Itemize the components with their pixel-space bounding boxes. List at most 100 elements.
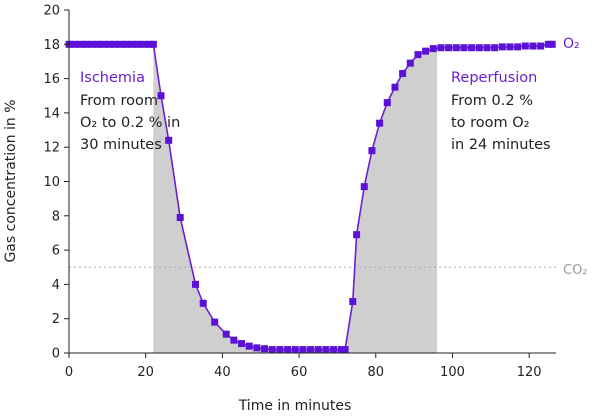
ischemia-title: Ischemia [80, 70, 145, 86]
o2-data-point [414, 51, 422, 59]
o2-data-point [222, 330, 230, 338]
o2-data-point [330, 346, 338, 354]
o2-data-point [406, 59, 414, 67]
o2-data-point [261, 345, 269, 353]
o2-data-point [514, 43, 522, 51]
y-tick-label: 0 [52, 347, 60, 362]
o2-data-point [391, 83, 399, 91]
o2-data-point [105, 40, 113, 48]
y-tick-label: 12 [43, 141, 60, 156]
x-tick-label: 0 [65, 365, 73, 380]
o2-data-point [140, 40, 148, 48]
o2-data-point [314, 346, 322, 354]
o2-data-point [376, 119, 384, 127]
o2-data-point [165, 136, 173, 144]
o2-data-point [483, 44, 491, 52]
o2-data-point [475, 44, 483, 52]
reperfusion-line-2: to room O₂ [451, 115, 530, 131]
o2-data-point [276, 346, 284, 354]
o2-data-point [299, 346, 307, 354]
o2-data-point [322, 346, 330, 354]
o2-data-point [284, 346, 292, 354]
y-tick-label: 8 [52, 209, 60, 224]
y-tick-label: 18 [43, 38, 60, 53]
o2-data-point [211, 318, 219, 326]
x-tick-label: 40 [214, 365, 231, 380]
x-tick-label: 20 [137, 365, 154, 380]
o2-data-point [77, 40, 85, 48]
o2-data-point [548, 40, 556, 48]
o2-data-point [349, 298, 357, 306]
o2-data-point [199, 299, 207, 307]
o2-data-point [111, 40, 119, 48]
o2-data-point [452, 44, 460, 52]
o2-data-point [468, 44, 476, 52]
o2-data-point [230, 336, 238, 344]
y-tick-label: 4 [52, 278, 60, 293]
o2-data-point [360, 183, 368, 191]
series-label-o2: O₂ [563, 36, 580, 52]
y-tick-label: 2 [52, 312, 60, 327]
axes: 0 2 4 6 8 10 12 14 16 18 20 0 20 40 60 80 100 120 [43, 4, 556, 380]
y-tick-label: 10 [43, 175, 60, 190]
x-tick-label: 80 [367, 365, 384, 380]
o2-data-point [253, 344, 261, 352]
o2-data-point [498, 43, 506, 51]
o2-data-point [245, 342, 253, 350]
x-tick-label: 120 [517, 365, 542, 380]
o2-data-point [123, 40, 131, 48]
o2-data-point [82, 40, 90, 48]
o2-data-point [429, 45, 437, 53]
y-tick-label: 14 [43, 106, 60, 121]
y-tick-label: 20 [43, 4, 60, 19]
o2-data-point [238, 340, 246, 348]
o2-data-point [341, 346, 349, 354]
x-tick-label: 100 [440, 365, 465, 380]
o2-data-point [353, 231, 361, 239]
o2-data-point [437, 44, 445, 52]
o2-data-point [307, 346, 315, 354]
o2-data-point [94, 40, 102, 48]
o2-data-point [544, 40, 552, 48]
o2-data-point [71, 40, 79, 48]
o2-data-point [383, 99, 391, 107]
series-line-layer [69, 43, 553, 351]
o2-data-point [268, 346, 276, 354]
o2-data-point [117, 40, 125, 48]
ischemia-line-3: 30 minutes [80, 137, 162, 153]
series-marker-layer [65, 40, 556, 354]
x-tick-label: 60 [291, 365, 308, 380]
o2-data-point [537, 42, 545, 50]
reperfusion-line-3: in 24 minutes [451, 137, 551, 153]
shaded-region-layer [153, 44, 438, 354]
ischemia-line-2: O₂ to 0.2 % in [80, 115, 180, 131]
o2-data-point [422, 47, 430, 55]
o2-data-point [134, 40, 142, 48]
o2-data-point [88, 40, 96, 48]
x-axis-label: Time in minutes [238, 398, 352, 414]
reperfusion-annotation: Reperfusion From 0.2 % to room O₂ in 24 … [451, 70, 551, 153]
o2-data-point [445, 44, 453, 52]
o2-data-point [149, 40, 157, 48]
reference-label-co2: CO₂ [563, 263, 588, 278]
reperfusion-title: Reperfusion [451, 70, 537, 86]
o2-data-point [460, 44, 468, 52]
o2-data-point [337, 346, 345, 354]
shaded-area [153, 44, 438, 354]
o2-data-point [521, 42, 529, 50]
o2-data-point [399, 69, 407, 77]
y-axis-label: Gas concentration in % [3, 99, 19, 262]
o2-data-point [128, 40, 136, 48]
o2-data-point [368, 147, 376, 155]
o2-data-point [291, 346, 299, 354]
o2-data-point [176, 214, 184, 222]
ischemia-annotation: Ischemia From room O₂ to 0.2 % in 30 min… [80, 70, 180, 153]
o2-data-point [146, 40, 154, 48]
ischemia-line-1: From room [80, 93, 158, 109]
o2-series-line [69, 43, 553, 351]
y-tick-label: 16 [43, 72, 60, 87]
o2-data-point [506, 43, 514, 51]
reperfusion-line-1: From 0.2 % [451, 93, 533, 109]
o2-data-point [192, 280, 200, 288]
